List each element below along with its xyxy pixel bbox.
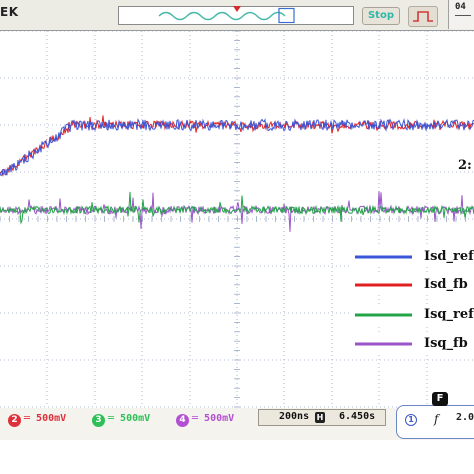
channel-2-scale[interactable]: ═ 500mV (24, 413, 67, 424)
legend-label-isd-ref: Isd_ref (424, 249, 474, 264)
frequency-symbol: f (434, 412, 439, 426)
isd-ref-trace (0, 117, 474, 177)
channel-3-scale[interactable]: ═ 500mV (108, 413, 151, 424)
run-stop-button[interactable]: Stop (362, 7, 400, 25)
legend-label-isd-fb: Isd_fb (424, 277, 468, 292)
partial-readout: 2: (458, 158, 472, 173)
brand-label: EK (0, 5, 19, 19)
channel-3-badge[interactable]: 3 (92, 414, 105, 427)
top-toolbar: EK Stop 04 (0, 0, 474, 31)
sine-wave-icon (158, 7, 295, 24)
time-per-division: 200ns (279, 411, 310, 422)
trigger-type-button[interactable] (408, 6, 438, 27)
timebase-panel[interactable]: 200ns H 6.450s (258, 409, 386, 426)
footer-blank (0, 440, 474, 474)
legend-label-isq-ref: Isq_ref (424, 307, 474, 322)
pulse-trigger-icon (413, 11, 433, 22)
waveform-traces (0, 115, 474, 232)
channel-2-scale-value: 500mV (36, 413, 67, 424)
isq-ref-trace (0, 191, 474, 225)
top-right-divider (455, 15, 471, 24)
channel-1-indicator: 1 (405, 414, 417, 426)
channel-4-scale-value: 500mV (204, 413, 235, 424)
channel-4-scale[interactable]: ═ 500mV (192, 413, 235, 424)
horizontal-delay: 6.450s (339, 411, 376, 422)
channel-4-badge[interactable]: 4 (176, 414, 189, 427)
channel-3-scale-value: 500mV (120, 413, 151, 424)
bottom-status-bar (0, 408, 474, 440)
record-overview-window[interactable] (118, 6, 354, 25)
top-right-readout-text: 04 (455, 2, 466, 12)
frequency-tab[interactable]: F (432, 392, 448, 406)
top-right-readout: 04 (448, 0, 474, 29)
waveform-display (0, 31, 474, 408)
legend-label-isq-fb: Isq_fb (424, 336, 468, 351)
horizontal-position-icon: H (315, 412, 325, 423)
trigger-position-marker (233, 6, 241, 12)
legend-line-samples (350, 247, 474, 354)
frequency-value: 2.0 (456, 412, 474, 423)
channel-2-badge[interactable]: 2 (8, 414, 21, 427)
